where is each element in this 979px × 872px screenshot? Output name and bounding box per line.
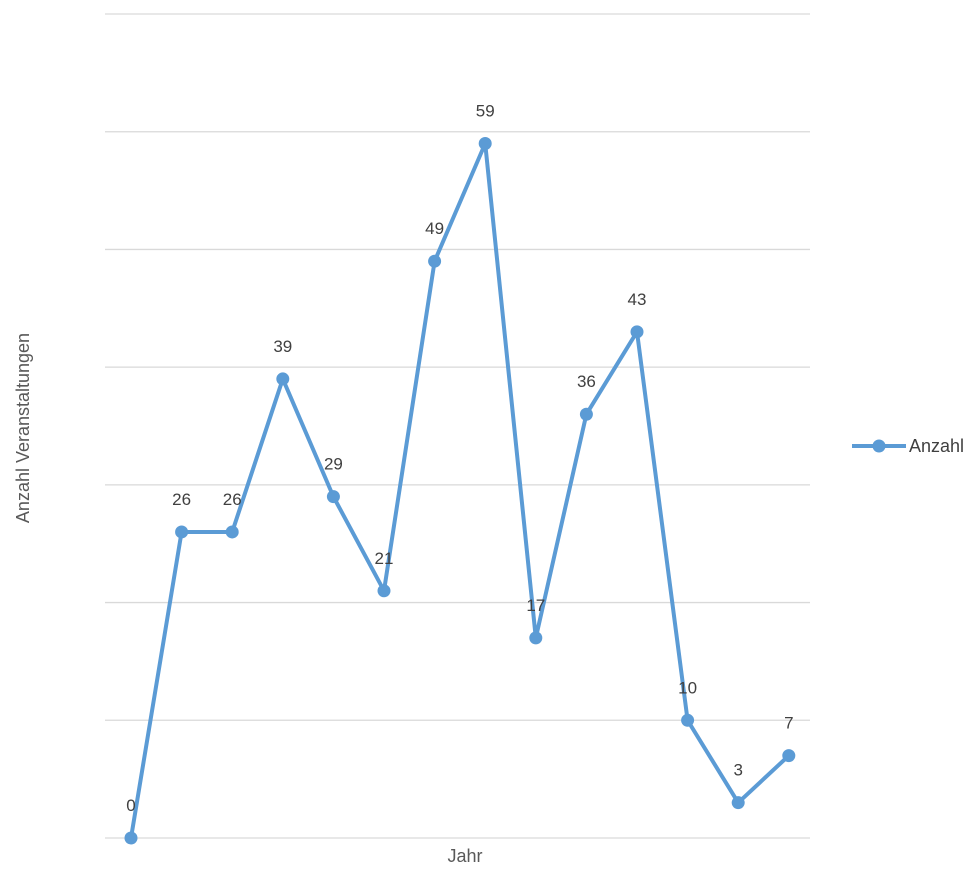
data-point — [782, 749, 796, 763]
data-label: 36 — [577, 372, 596, 391]
data-point — [529, 631, 543, 645]
data-label: 29 — [324, 455, 343, 474]
data-label: 3 — [733, 761, 742, 780]
data-point — [225, 525, 239, 539]
data-label: 17 — [526, 596, 545, 615]
data-label: 0 — [126, 796, 135, 815]
data-point — [731, 796, 745, 810]
data-label: 59 — [476, 101, 495, 120]
series-line — [129, 141, 791, 840]
data-point — [175, 525, 189, 539]
legend-label-anzahl: Anzahl — [909, 436, 964, 456]
legend: Anzahl — [852, 436, 964, 456]
data-label: 49 — [425, 219, 444, 238]
data-point — [326, 490, 340, 504]
data-label: 26 — [172, 490, 191, 509]
data-label: 43 — [628, 290, 647, 309]
data-point — [579, 407, 593, 421]
x-axis-title: Jahr — [447, 846, 482, 866]
data-point — [124, 831, 138, 845]
data-label: 21 — [375, 549, 394, 568]
data-point — [630, 325, 644, 339]
data-point — [681, 713, 695, 727]
y-axis-title: Anzahl Veranstaltungen — [13, 333, 33, 523]
data-label: 7 — [784, 714, 793, 733]
data-label: 26 — [223, 490, 242, 509]
gridlines — [105, 13, 810, 839]
data-labels: 0 26 26 39 29 21 49 59 17 36 43 10 3 7 — [126, 101, 793, 815]
data-label: 10 — [678, 678, 697, 697]
legend-dot-marker — [872, 439, 886, 453]
data-point — [428, 254, 442, 268]
data-point — [377, 584, 391, 598]
data-point — [478, 136, 492, 150]
data-point — [276, 372, 290, 386]
data-label: 39 — [273, 337, 292, 356]
series-anzahl — [124, 136, 796, 845]
